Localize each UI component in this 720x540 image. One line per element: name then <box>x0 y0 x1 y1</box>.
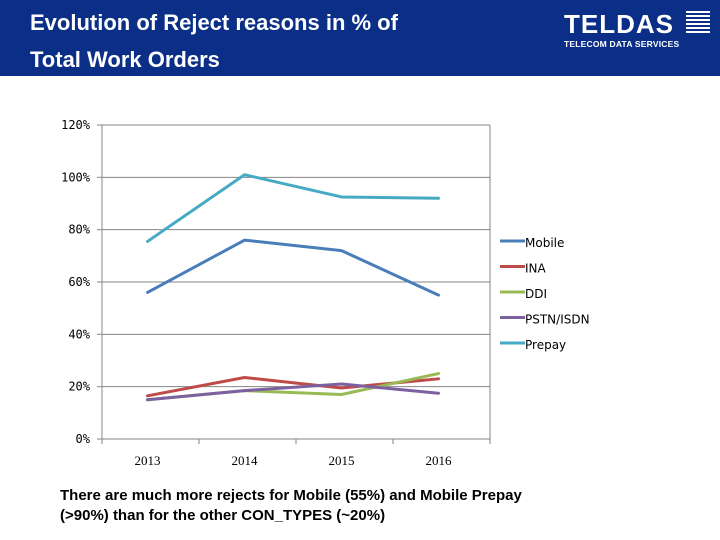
series-lines <box>146 173 440 402</box>
legend-label: DDI <box>525 287 547 301</box>
slide-title: Evolution of Reject reasons in % of Tota… <box>30 4 500 78</box>
legend-label: INA <box>525 262 547 276</box>
title-line-1: Evolution of Reject reasons in % of <box>30 10 398 35</box>
legend: Mobile INA DDI PSTN/ISDN Prepay <box>500 236 590 352</box>
title-line-2: Total Work Orders <box>30 47 220 72</box>
y-tick-label: 0% <box>76 432 91 446</box>
caption-line-1: There are much more rejects for Mobile (… <box>60 487 522 504</box>
legend-label: PSTN/ISDN <box>525 313 590 327</box>
y-tick-label: 120% <box>61 118 91 132</box>
legend-label: Prepay <box>525 338 566 352</box>
logo-subtitle: TELECOM DATA SERVICES <box>564 39 680 49</box>
series-line-prepay <box>146 173 440 243</box>
y-tick-label: 80% <box>68 223 90 237</box>
series-line-mobile <box>146 238 440 297</box>
x-tick-label: 2013 <box>135 453 161 468</box>
gridlines <box>97 124 491 444</box>
y-tick-label: 60% <box>68 275 90 289</box>
series-line-pstn-isdn <box>146 382 440 402</box>
teldas-logo: TELDAS TELECOM DATA SERVICES <box>560 9 710 53</box>
x-tick-label: 2015 <box>329 453 355 468</box>
caption-line-2: (>90%) than for the other CON_TYPES (~20… <box>60 507 386 524</box>
x-tick-label: 2014 <box>232 453 259 468</box>
logo-wordmark: TELDAS <box>564 9 674 39</box>
y-tick-label: 20% <box>68 380 90 394</box>
caption: There are much more rejects for Mobile (… <box>60 486 660 526</box>
legend-label: Mobile <box>525 236 564 250</box>
header-bar: Evolution of Reject reasons in % of Tota… <box>0 0 720 76</box>
y-axis-ticks: 0% 20% 40% 60% 80% 100% 120% <box>61 118 91 446</box>
x-axis-ticks: 2013 2014 2015 2016 <box>135 453 453 468</box>
logo-stripes-icon <box>686 11 710 37</box>
x-tick-label: 2016 <box>426 453 453 468</box>
y-tick-label: 100% <box>61 170 91 184</box>
y-tick-label: 40% <box>68 327 90 341</box>
